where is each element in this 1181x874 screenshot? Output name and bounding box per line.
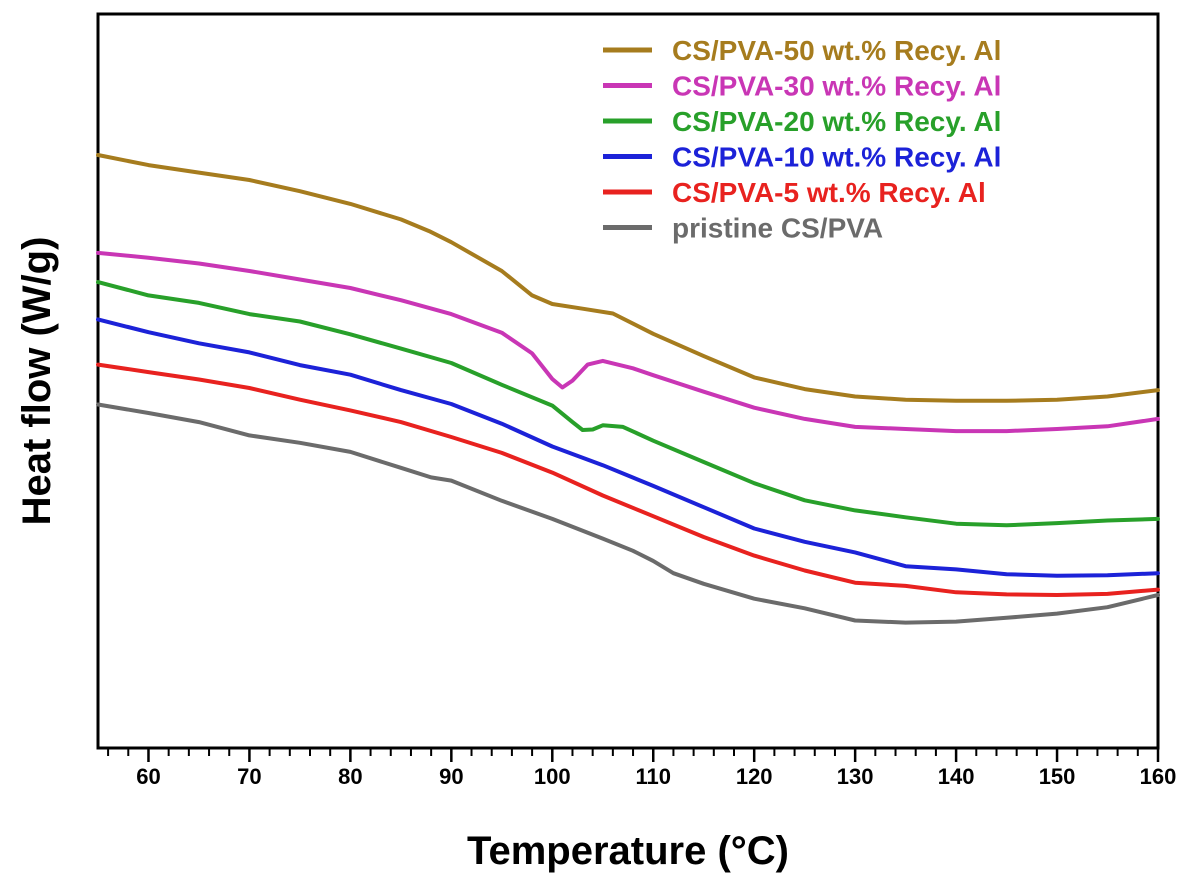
plot-frame <box>96 12 1160 750</box>
x-tick-label: 130 <box>837 764 874 789</box>
x-tick-label: 100 <box>534 764 571 789</box>
x-tick-label: 80 <box>338 764 362 789</box>
legend-label: CS/PVA-50 wt.% Recy. Al <box>672 35 1001 66</box>
legend-label: pristine CS/PVA <box>672 213 883 244</box>
x-axis-title: Temperature (°C) <box>467 829 789 873</box>
legend-label: CS/PVA-20 wt.% Recy. Al <box>672 106 1001 137</box>
series-line-cs-pva-5-wt-recy-al <box>96 362 1160 597</box>
x-tick-label: 150 <box>1039 764 1076 789</box>
series-line-cs-pva-10-wt-recy-al <box>96 317 1160 578</box>
x-axis-ticks: 60 70 80 90 100 110 120 130 140 150 160 <box>107 748 1177 789</box>
x-tick-label: 140 <box>938 764 975 789</box>
x-tick-label: 160 <box>1140 764 1177 789</box>
legend: CS/PVA-50 wt.% Recy. Al CS/PVA-30 wt.% Re… <box>603 35 1001 244</box>
x-tick-label: 90 <box>439 764 463 789</box>
series-line-cs-pva-30-wt-recy-al <box>96 250 1160 434</box>
legend-label: CS/PVA-30 wt.% Recy. Al <box>672 71 1001 102</box>
x-tick-label: 60 <box>136 764 160 789</box>
legend-label: CS/PVA-5 wt.% Recy. Al <box>672 177 986 208</box>
legend-label: CS/PVA-10 wt.% Recy. Al <box>672 142 1001 173</box>
series-line-cs-pva-50-wt-recy-al <box>96 153 1160 403</box>
x-tick-label: 120 <box>736 764 773 789</box>
series-line-pristine-cs-pva <box>96 402 1160 625</box>
x-tick-label: 110 <box>635 764 671 789</box>
y-axis-title: Heat flow (W/g) <box>15 237 59 526</box>
x-tick-label: 70 <box>237 764 261 789</box>
series-layer <box>96 153 1160 625</box>
series-line-cs-pva-20-wt-recy-al <box>96 280 1160 528</box>
